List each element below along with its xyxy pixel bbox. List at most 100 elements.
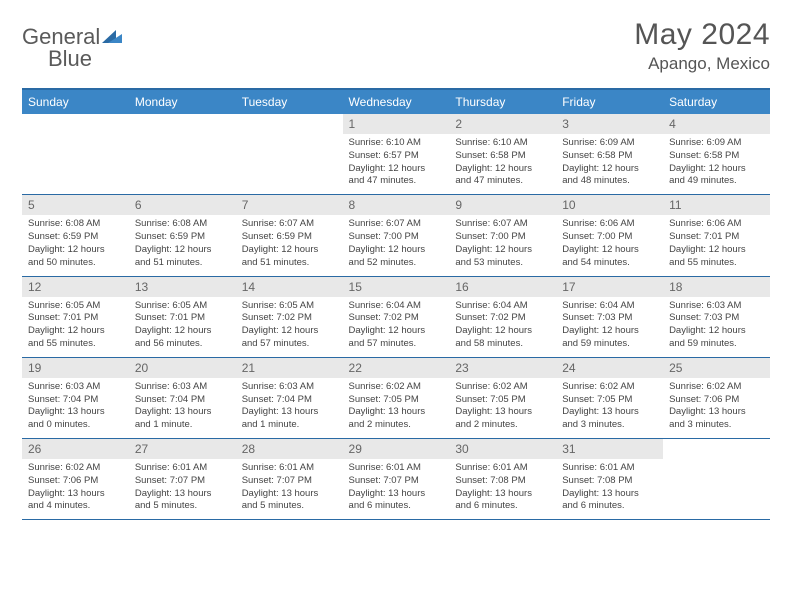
day-content: Sunrise: 6:07 AMSunset: 7:00 PMDaylight:… bbox=[343, 215, 450, 275]
day-line: Sunrise: 6:02 AM bbox=[349, 381, 421, 392]
day-line: and 6 minutes. bbox=[349, 500, 411, 511]
day-cell bbox=[663, 439, 770, 520]
day-line: and 6 minutes. bbox=[455, 500, 517, 511]
day-line: and 0 minutes. bbox=[28, 419, 90, 430]
day-line: and 54 minutes. bbox=[562, 257, 630, 268]
day-content: Sunrise: 6:02 AM Sunset: 7:05 PMDaylight:… bbox=[343, 378, 450, 438]
day-content: Sunrise: 6:02 AMSunset: 7:05 PMDaylight:… bbox=[556, 378, 663, 438]
day-line: and 2 minutes. bbox=[455, 419, 517, 430]
day-cell: 31Sunrise: 6:01 AMSunset: 7:08 PMDayligh… bbox=[556, 439, 663, 520]
day-line: Daylight: 13 hours bbox=[135, 406, 212, 417]
day-number: 14 bbox=[236, 277, 343, 297]
day-line: Daylight: 12 hours bbox=[349, 325, 426, 336]
day-number: 8 bbox=[343, 195, 450, 215]
day-line: and 50 minutes. bbox=[28, 257, 96, 268]
day-number: 10 bbox=[556, 195, 663, 215]
day-number: 24 bbox=[556, 358, 663, 378]
day-line: and 51 minutes. bbox=[242, 257, 310, 268]
day-line: Sunset: 7:05 PM bbox=[349, 394, 419, 405]
day-line: and 57 minutes. bbox=[349, 338, 417, 349]
day-number: 30 bbox=[449, 439, 556, 459]
day-header: Saturday bbox=[663, 89, 770, 114]
day-cell: 18Sunrise: 6:03 AMSunset: 7:03 PMDayligh… bbox=[663, 276, 770, 357]
day-cell: 11Sunrise: 6:06 AMSunset: 7:01 PMDayligh… bbox=[663, 195, 770, 276]
day-content: Sunrise: 6:06 AMSunset: 7:01 PMDaylight:… bbox=[663, 215, 770, 275]
day-line: and 53 minutes. bbox=[455, 257, 523, 268]
day-line: and 51 minutes. bbox=[135, 257, 203, 268]
day-line: Sunrise: 6:05 AM bbox=[28, 300, 100, 311]
day-cell: 16Sunrise: 6:04 AMSunset: 7:02 PMDayligh… bbox=[449, 276, 556, 357]
day-line: Sunrise: 6:10 AM bbox=[455, 137, 527, 148]
day-content: Sunrise: 6:05 AMSunset: 7:01 PMDaylight:… bbox=[22, 297, 129, 357]
day-line: Sunrise: 6:03 AM bbox=[28, 381, 100, 392]
day-content: Sunrise: 6:03 AMSunset: 7:04 PMDaylight:… bbox=[236, 378, 343, 438]
day-line: Sunset: 6:59 PM bbox=[28, 231, 98, 242]
day-number: 31 bbox=[556, 439, 663, 459]
calendar-body: 1Sunrise: 6:10 AMSunset: 6:57 PMDaylight… bbox=[22, 114, 770, 520]
day-line: Daylight: 13 hours bbox=[349, 406, 426, 417]
logo: General Blue bbox=[22, 18, 122, 76]
day-content: Sunrise: 6:03 AMSunset: 7:04 PMDaylight:… bbox=[22, 378, 129, 438]
logo-text: General Blue bbox=[22, 24, 122, 76]
day-content: Sunrise: 6:01 AMSunset: 7:07 PMDaylight:… bbox=[236, 459, 343, 519]
day-content: Sunrise: 6:10 AMSunset: 6:57 PMDaylight:… bbox=[343, 134, 450, 194]
day-line: Daylight: 13 hours bbox=[562, 406, 639, 417]
day-line: and 59 minutes. bbox=[562, 338, 630, 349]
day-cell: 26Sunrise: 6:02 AMSunset: 7:06 PMDayligh… bbox=[22, 439, 129, 520]
day-cell bbox=[236, 114, 343, 195]
day-line: Sunset: 6:58 PM bbox=[455, 150, 525, 161]
day-line: and 47 minutes. bbox=[455, 175, 523, 186]
day-content: Sunrise: 6:04 AMSunset: 7:03 PMDaylight:… bbox=[556, 297, 663, 357]
day-number: 13 bbox=[129, 277, 236, 297]
day-cell: 3Sunrise: 6:09 AMSunset: 6:58 PMDaylight… bbox=[556, 114, 663, 195]
day-line: Daylight: 13 hours bbox=[455, 406, 532, 417]
day-line: Daylight: 13 hours bbox=[349, 488, 426, 499]
day-cell: 8Sunrise: 6:07 AMSunset: 7:00 PMDaylight… bbox=[343, 195, 450, 276]
day-line: and 58 minutes. bbox=[455, 338, 523, 349]
header: General Blue May 2024 Apango, Mexico bbox=[22, 18, 770, 76]
day-line: Daylight: 12 hours bbox=[455, 163, 532, 174]
day-line: Sunset: 7:00 PM bbox=[349, 231, 419, 242]
day-line: and 57 minutes. bbox=[242, 338, 310, 349]
day-line: Sunset: 6:59 PM bbox=[135, 231, 205, 242]
day-cell: 22Sunrise: 6:02 AMSunset: 7:05 PMDayligh… bbox=[343, 357, 450, 438]
day-line: Sunrise: 6:04 AM bbox=[455, 300, 527, 311]
day-line: and 55 minutes. bbox=[669, 257, 737, 268]
day-line: Sunset: 7:01 PM bbox=[669, 231, 739, 242]
day-line: and 1 minute. bbox=[242, 419, 300, 430]
day-line: and 2 minutes. bbox=[349, 419, 411, 430]
day-number: 1 bbox=[343, 114, 450, 134]
day-line: Sunset: 7:08 PM bbox=[455, 475, 525, 486]
day-line: Sunrise: 6:05 AM bbox=[242, 300, 314, 311]
day-cell: 27Sunrise: 6:01 AMSunset: 7:07 PMDayligh… bbox=[129, 439, 236, 520]
day-number: 25 bbox=[663, 358, 770, 378]
day-line: Sunset: 7:08 PM bbox=[562, 475, 632, 486]
day-cell: 17Sunrise: 6:04 AMSunset: 7:03 PMDayligh… bbox=[556, 276, 663, 357]
day-line: Sunset: 7:02 PM bbox=[242, 312, 312, 323]
day-cell: 19Sunrise: 6:03 AMSunset: 7:04 PMDayligh… bbox=[22, 357, 129, 438]
day-line: Sunrise: 6:09 AM bbox=[669, 137, 741, 148]
day-line: Sunset: 7:05 PM bbox=[455, 394, 525, 405]
day-line: Daylight: 12 hours bbox=[242, 244, 319, 255]
day-line: Sunset: 7:04 PM bbox=[135, 394, 205, 405]
day-content: Sunrise: 6:07 AMSunset: 7:00 PMDaylight:… bbox=[449, 215, 556, 275]
day-line: Sunset: 7:00 PM bbox=[455, 231, 525, 242]
day-line: Sunrise: 6:06 AM bbox=[562, 218, 634, 229]
day-line: Sunrise: 6:01 AM bbox=[135, 462, 207, 473]
day-number: 26 bbox=[22, 439, 129, 459]
day-header: Sunday bbox=[22, 89, 129, 114]
day-line: Daylight: 12 hours bbox=[669, 163, 746, 174]
day-line: and 59 minutes. bbox=[669, 338, 737, 349]
day-content: Sunrise: 6:02 AMSunset: 7:05 PMDaylight:… bbox=[449, 378, 556, 438]
day-content: Sunrise: 6:09 AMSunset: 6:58 PMDaylight:… bbox=[556, 134, 663, 194]
day-cell: 30Sunrise: 6:01 AMSunset: 7:08 PMDayligh… bbox=[449, 439, 556, 520]
day-content: Sunrise: 6:02 AMSunset: 7:06 PMDaylight:… bbox=[663, 378, 770, 438]
day-content: Sunrise: 6:02 AMSunset: 7:06 PMDaylight:… bbox=[22, 459, 129, 519]
day-line: Daylight: 12 hours bbox=[669, 325, 746, 336]
day-cell: 12Sunrise: 6:05 AMSunset: 7:01 PMDayligh… bbox=[22, 276, 129, 357]
day-line: Sunset: 7:07 PM bbox=[349, 475, 419, 486]
day-cell: 29Sunrise: 6:01 AMSunset: 7:07 PMDayligh… bbox=[343, 439, 450, 520]
day-number: 12 bbox=[22, 277, 129, 297]
day-line: Daylight: 12 hours bbox=[135, 325, 212, 336]
day-line: Daylight: 12 hours bbox=[349, 163, 426, 174]
